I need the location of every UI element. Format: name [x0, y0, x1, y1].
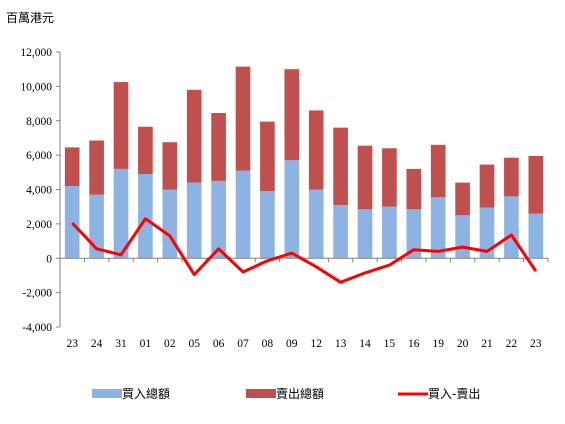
bars	[64, 66, 544, 259]
x-tick-label: 21	[481, 338, 493, 350]
bar-buy-total	[89, 194, 104, 259]
bar-sell-total	[211, 113, 226, 181]
bar-buy-total	[479, 207, 495, 259]
legend-label: 買入-賣出	[428, 386, 480, 401]
x-tick-label: 20	[457, 338, 469, 350]
x-tick-label: 19	[432, 338, 444, 350]
x-tick-label: 01	[140, 338, 152, 350]
x-tick-label: 22	[506, 338, 518, 350]
y-tick-label: 0	[46, 253, 52, 265]
x-tick-label: 14	[359, 338, 371, 350]
y-axis-unit-label: 百萬港元	[6, 11, 54, 25]
bar-sell-total	[89, 140, 104, 195]
bar-sell-total	[284, 69, 300, 161]
bar-sell-total	[504, 157, 519, 197]
bar-sell-total	[479, 164, 495, 208]
y-tick-label: 10,000	[20, 81, 52, 93]
bar-buy-total	[138, 174, 153, 259]
x-tick-label: 16	[408, 338, 420, 350]
bar-buy-total	[455, 215, 470, 259]
bar-sell-total	[138, 126, 153, 175]
legend-label: 買入總額	[122, 386, 170, 401]
legend-swatch	[92, 389, 122, 398]
x-tick-label: 13	[335, 338, 347, 350]
bar-buy-total	[357, 209, 373, 259]
bar-buy-total	[162, 189, 178, 259]
bar-sell-total	[528, 155, 544, 214]
y-tick-label: 8,000	[26, 116, 52, 128]
x-tick-label: 15	[384, 338, 396, 350]
bar-buy-total	[64, 186, 80, 259]
y-tick-label: 4,000	[26, 185, 52, 197]
bar-buy-total	[260, 191, 275, 259]
x-tick-label: 23	[530, 338, 542, 350]
bar-buy-total	[430, 197, 446, 259]
bar-sell-total	[406, 168, 422, 210]
x-tick-label: 02	[164, 338, 176, 350]
x-tick-label: 09	[286, 338, 298, 350]
bar-buy-total	[186, 182, 202, 259]
x-tick-label: 08	[262, 338, 274, 350]
bar-sell-total	[260, 121, 275, 192]
y-tick-label: 12,000	[20, 47, 52, 59]
bar-sell-total	[113, 82, 129, 169]
x-tick-label: 31	[115, 338, 127, 350]
bar-buy-total	[382, 206, 397, 259]
x-axis: 23 24 31 01 02 05 06 07 08 09 12 13 14 15 16 19 20 21 22 23	[66, 338, 541, 350]
y-tick-label: -2,000	[22, 288, 52, 300]
x-tick-label: 23	[66, 338, 78, 350]
x-tick-label: 06	[213, 338, 225, 350]
net-line	[71, 217, 538, 284]
bar-buy-total	[284, 160, 300, 259]
bar-sell-total	[430, 144, 446, 198]
bar-buy-total	[235, 170, 251, 259]
bar-sell-total	[235, 66, 251, 171]
x-tick-label: 24	[91, 338, 103, 350]
bar-sell-total	[357, 145, 373, 210]
bar-sell-total	[162, 142, 178, 190]
bar-sell-total	[455, 182, 470, 216]
axes	[59, 52, 549, 327]
bar-sell-total	[64, 147, 80, 187]
y-axis: -4,000 -2,000 0 2,000 4,000 6,000 8,000 10,000 1…	[20, 47, 60, 334]
bar-sell-total	[186, 89, 202, 183]
legend-label: 賣出總額	[276, 386, 324, 401]
bar-sell-total	[333, 127, 348, 205]
bar-buy-total	[333, 204, 348, 259]
bar-buy-total	[528, 213, 544, 259]
bar-buy-total	[504, 196, 519, 259]
x-tick-label: 05	[188, 338, 200, 350]
bar-sell-total	[308, 110, 324, 190]
net-line-layer	[71, 217, 538, 284]
bar-buy-total	[308, 189, 324, 259]
bar-buy-total	[113, 168, 129, 259]
legend: 買入總額 賣出總額 買入-賣出	[92, 386, 480, 401]
bar-buy-total	[406, 209, 422, 259]
y-tick-label: 2,000	[26, 219, 52, 231]
legend-swatch	[246, 389, 276, 398]
bar-buy-total	[211, 180, 226, 259]
x-tick-label: 12	[310, 338, 322, 350]
y-tick-label: -4,000	[22, 322, 52, 334]
y-tick-label: 6,000	[26, 150, 52, 162]
bar-sell-total	[382, 148, 397, 207]
x-tick-label: 07	[237, 338, 249, 350]
